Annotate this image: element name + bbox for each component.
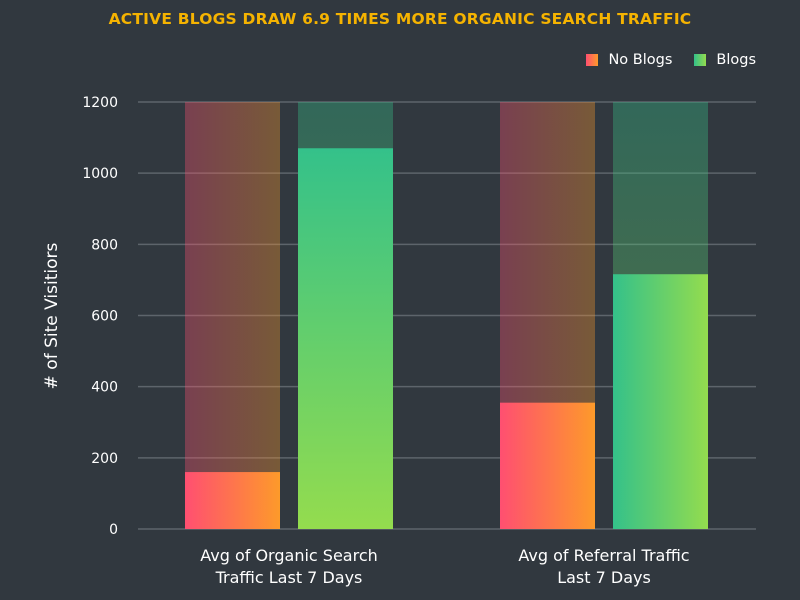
- bar-blogs[interactable]: [613, 274, 708, 529]
- y-tick-label: 0: [109, 522, 118, 538]
- legend: No Blogs Blogs: [586, 52, 756, 68]
- y-tick-label: 200: [91, 451, 118, 467]
- chart-title: ACTIVE BLOGS DRAW 6.9 TIMES MORE ORGANIC…: [108, 10, 692, 28]
- legend-item-blogs[interactable]: Blogs: [694, 52, 756, 68]
- y-tick-label: 800: [91, 237, 118, 253]
- bar-blogs[interactable]: [298, 148, 393, 529]
- bar-no-blogs[interactable]: [185, 472, 280, 529]
- legend-label: Blogs: [716, 52, 756, 68]
- x-tick-label-organic: Avg of Organic Search Traffic Last 7 Days: [200, 546, 378, 587]
- y-tick-label: 600: [91, 309, 118, 325]
- y-tick-label: 1200: [82, 95, 118, 111]
- bar-background: [185, 102, 280, 529]
- x-tick-label-referral: Avg of Referral Traffic Last 7 Days: [518, 546, 690, 587]
- legend-label: No Blogs: [608, 52, 673, 68]
- legend-swatch-blogs: [694, 54, 707, 66]
- bar-no-blogs[interactable]: [500, 402, 595, 529]
- y-tick-label: 400: [91, 380, 118, 396]
- y-tick-label: 1000: [82, 166, 118, 182]
- legend-swatch-no-blogs: [586, 54, 599, 66]
- legend-item-no-blogs[interactable]: No Blogs: [586, 52, 672, 68]
